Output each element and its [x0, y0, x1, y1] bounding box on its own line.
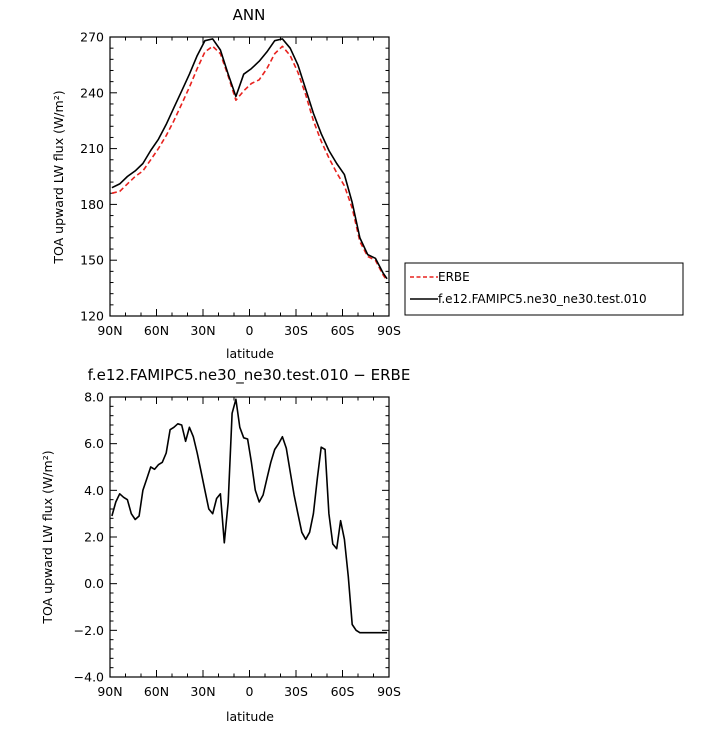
bottom-x-tick-label: 30S: [284, 684, 308, 699]
bottom-y-axis-label: TOA upward LW flux (W/m²): [40, 450, 55, 624]
bottom-y-tick-label: 6.0: [84, 436, 104, 451]
top-x-tick-label: 90S: [377, 323, 401, 338]
top-chart-title: ANN: [233, 6, 266, 24]
bottom-x-tick-label: 60S: [331, 684, 355, 699]
top-x-axis-label: latitude: [226, 346, 274, 361]
top-y-tick-label: 270: [80, 30, 104, 45]
legend: ERBE f.e12.FAMIPC5.ne30_ne30.test.010: [404, 262, 684, 316]
bottom-x-tick-label: 0: [246, 684, 254, 699]
top-x-tick-label: 90N: [97, 323, 122, 338]
bottom-x-tick-label: 60N: [144, 684, 169, 699]
top-series-lines: [111, 38, 388, 282]
bottom-axis-ticks: −4.0 −2.0 0.0 2.0 4.0 6.0 8.0 90N 60N 30N 0 30S 60S 9…: [74, 390, 401, 700]
bottom-y-tick-label: 8.0: [84, 390, 104, 405]
bottom-panel: f.e12.FAMIPC5.ne30_ne30.test.010 − ERBE …: [40, 366, 410, 724]
bottom-x-tick-label: 30N: [190, 684, 215, 699]
legend-box: [404, 262, 684, 316]
bottom-y-tick-label: 0.0: [84, 576, 104, 591]
top-y-tick-label: 240: [80, 85, 104, 100]
top-y-tick-label: 120: [80, 309, 104, 324]
bottom-y-tick-label: 2.0: [84, 530, 104, 545]
bottom-x-axis-label: latitude: [226, 709, 274, 724]
top-y-tick-label: 180: [80, 197, 104, 212]
top-x-tick-label: 60S: [331, 323, 355, 338]
bottom-series-line-0: [111, 398, 388, 634]
top-y-tick-label: 210: [80, 141, 104, 156]
bottom-x-tick-label: 90N: [97, 684, 122, 699]
top-panel: ANN 120 150 180 210 240 270 90N 60N 30N 0 30S 60S 90…: [51, 6, 401, 361]
top-x-tick-label: 60N: [144, 323, 169, 338]
bottom-y-tick-label: −4.0: [74, 670, 104, 685]
bottom-y-tick-label: −2.0: [74, 623, 104, 638]
top-series-line-0: [111, 45, 388, 282]
top-y-tick-label: 150: [80, 253, 104, 268]
legend-label-model: f.e12.FAMIPC5.ne30_ne30.test.010: [438, 292, 647, 306]
bottom-chart-title: f.e12.FAMIPC5.ne30_ne30.test.010 − ERBE: [88, 366, 411, 385]
top-series-line-1: [111, 38, 388, 280]
legend-label-erbe: ERBE: [438, 270, 470, 284]
top-y-axis-label: TOA upward LW flux (W/m²): [51, 90, 66, 264]
top-axis-ticks: 120 150 180 210 240 270 90N 60N 30N 0 30S 60S 90S: [80, 30, 401, 339]
top-x-tick-label: 0: [246, 323, 254, 338]
top-x-tick-label: 30S: [284, 323, 308, 338]
bottom-series-lines: [111, 398, 388, 634]
top-plot-frame: [109, 36, 390, 317]
bottom-plot-frame: [109, 396, 390, 678]
bottom-x-tick-label: 90S: [377, 684, 401, 699]
top-x-tick-label: 30N: [190, 323, 215, 338]
bottom-y-tick-label: 4.0: [84, 483, 104, 498]
